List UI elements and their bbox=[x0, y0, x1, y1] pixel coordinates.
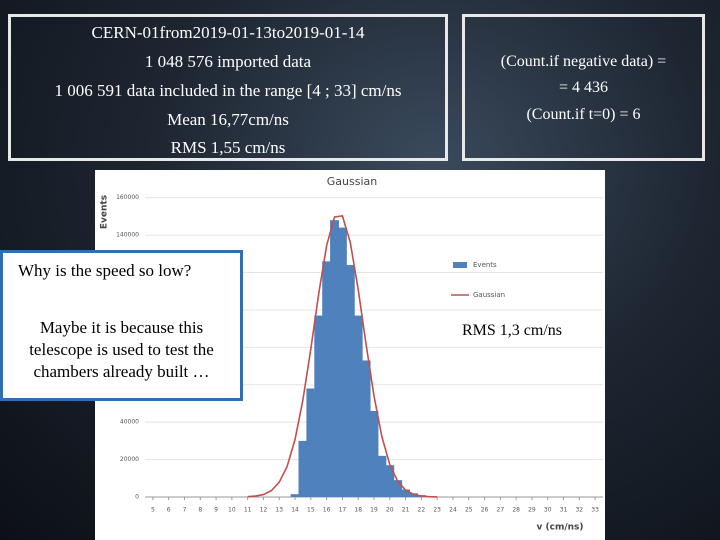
question: Why is the speed so low? bbox=[18, 261, 192, 280]
x-tick-label: 23 bbox=[433, 507, 441, 514]
bar bbox=[330, 220, 339, 497]
x-tick-label: 19 bbox=[370, 507, 378, 514]
legend-label: Gaussian bbox=[473, 291, 505, 299]
x-tick-label: 30 bbox=[544, 507, 552, 514]
x-tick-label: 32 bbox=[575, 507, 583, 514]
x-tick-label: 20 bbox=[386, 507, 394, 514]
x-tick-label: 8 bbox=[198, 507, 202, 514]
x-tick-label: 14 bbox=[291, 507, 299, 514]
y-axis-title: Events bbox=[100, 195, 110, 229]
bar bbox=[322, 261, 332, 497]
x-tick-label: 13 bbox=[275, 507, 283, 514]
legend-label: Events bbox=[473, 261, 497, 269]
bar bbox=[345, 265, 355, 497]
question-box: Why is the speed so low? Maybe it is bec… bbox=[0, 250, 243, 401]
x-tick-label: 15 bbox=[307, 507, 315, 514]
bar bbox=[377, 455, 387, 497]
y-tick-label: 40000 bbox=[120, 419, 139, 426]
bar bbox=[290, 494, 300, 497]
x-tick-label: 10 bbox=[228, 507, 236, 514]
bar bbox=[314, 315, 324, 497]
x-tick-label: 9 bbox=[214, 507, 218, 514]
answer-line: chambers already built … bbox=[33, 362, 210, 381]
bar bbox=[306, 388, 316, 497]
info-line: CERN-01from2019-01-13to2019-01-14 bbox=[91, 23, 365, 42]
x-tick-label: 5 bbox=[151, 507, 155, 514]
x-axis-title: v (cm/ns) bbox=[537, 523, 584, 533]
bar bbox=[298, 440, 308, 497]
count-box: (Count.if negative data) = = 4 436 (Coun… bbox=[462, 14, 705, 161]
x-tick-label: 18 bbox=[354, 507, 362, 514]
x-tick-label: 26 bbox=[481, 507, 489, 514]
info-box: CERN-01from2019-01-13to2019-01-14 1 048 … bbox=[8, 14, 448, 161]
bar bbox=[353, 315, 363, 497]
x-tick-label: 17 bbox=[339, 507, 347, 514]
x-tick-label: 7 bbox=[183, 507, 187, 514]
x-tick-label: 24 bbox=[449, 507, 457, 514]
y-tick-label: 0 bbox=[135, 494, 139, 501]
bar bbox=[385, 465, 395, 497]
x-tick-label: 21 bbox=[402, 507, 410, 514]
x-tick-label: 12 bbox=[260, 507, 268, 514]
chart-title: Gaussian bbox=[327, 175, 377, 188]
x-tick-label: 11 bbox=[244, 507, 252, 514]
rms-note: RMS 1,3 cm/ns bbox=[462, 322, 563, 339]
answer-line: telescope is used to test the bbox=[29, 340, 214, 359]
info-line: Mean 16,77cm/ns bbox=[167, 110, 289, 129]
x-tick-label: 6 bbox=[167, 507, 171, 514]
x-tick-label: 25 bbox=[465, 507, 473, 514]
info-line: RMS 1,55 cm/ns bbox=[170, 138, 286, 157]
bar bbox=[337, 227, 347, 497]
bar bbox=[393, 480, 403, 497]
count-line: (Count.if negative data) = bbox=[500, 53, 667, 70]
count-line: (Count.if t=0) = 6 bbox=[526, 106, 641, 123]
legend-swatch bbox=[453, 262, 467, 268]
x-tick-label: 31 bbox=[560, 507, 568, 514]
x-tick-label: 16 bbox=[323, 507, 331, 514]
y-tick-label: 160000 bbox=[116, 194, 139, 201]
bar bbox=[401, 489, 411, 497]
x-tick-label: 33 bbox=[591, 507, 599, 514]
bar bbox=[361, 360, 371, 497]
x-tick-label: 29 bbox=[528, 507, 536, 514]
x-tick-label: 22 bbox=[418, 507, 426, 514]
info-line: 1 006 591 data included in the range [4 … bbox=[54, 81, 402, 100]
y-tick-label: 140000 bbox=[116, 232, 139, 239]
y-tick-label: 20000 bbox=[120, 456, 139, 463]
count-line: = 4 436 bbox=[558, 79, 609, 96]
bar bbox=[369, 410, 379, 497]
line bbox=[247, 214, 438, 498]
info-line: 1 048 576 imported data bbox=[144, 52, 312, 71]
answer-line: Maybe it is because this bbox=[39, 318, 204, 337]
x-tick-label: 28 bbox=[512, 507, 520, 514]
x-tick-label: 27 bbox=[497, 507, 505, 514]
